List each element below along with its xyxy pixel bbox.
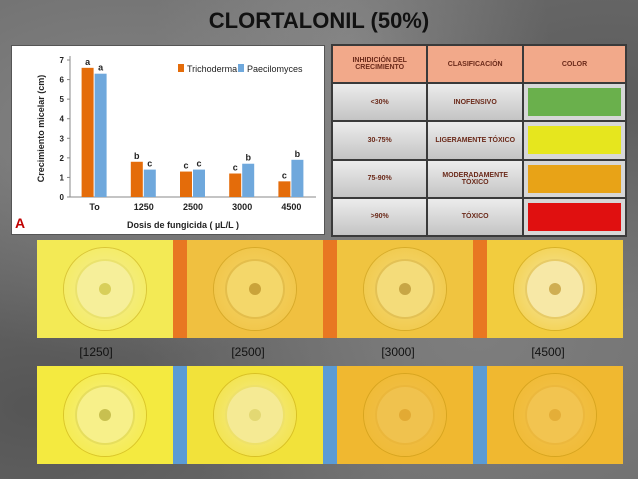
- petri-dish-photo: [487, 240, 623, 338]
- concentration-label: [3000]: [381, 345, 415, 359]
- legend-swatch-trichoderma: [178, 64, 184, 72]
- row-separator: [473, 366, 487, 464]
- legend-swatch-paecilomyces: [238, 64, 244, 72]
- bar-paecilomyces: [143, 169, 156, 197]
- significance-letter: b: [245, 153, 251, 163]
- x-tick-label: 4500: [281, 202, 301, 212]
- significance-letter: c: [147, 159, 152, 169]
- classification-label: LIGERAMENTE TÓXICO: [426, 120, 525, 161]
- bar-trichoderma: [278, 181, 291, 197]
- y-tick-label: 7: [60, 56, 65, 65]
- x-tick-label: 2500: [183, 202, 203, 212]
- x-axis-label: Dosis de fungicida ( µL/L ): [127, 220, 239, 230]
- inoculum-point: [99, 283, 111, 295]
- inhibition-range: <30%: [330, 81, 429, 123]
- inoculum-point: [99, 409, 111, 421]
- bar-chart-panel: 0 1 2 3 4 5 6 7 Crecimiento micelar (cm) Dosis de…: [11, 45, 325, 235]
- petri-dish-row-trichoderma: [37, 240, 623, 338]
- significance-letter: c: [282, 170, 287, 180]
- inoculum-point: [399, 283, 411, 295]
- color-swatch: [528, 202, 621, 231]
- inhibition-range: 75-90%: [330, 158, 429, 199]
- panel-letter: A: [15, 215, 26, 231]
- row-separator: [173, 240, 187, 338]
- bar-trichoderma: [180, 171, 192, 197]
- bar-paecilomyces: [94, 73, 107, 197]
- classification-row: >90% TÓXICO: [330, 196, 627, 238]
- petri-dish-photo: [187, 366, 323, 464]
- classification-row: <30% INOFENSIVO: [330, 81, 627, 123]
- classification-table: INHIDICIÓN DEL CRECIMIENTO CLASIFICACIÓN…: [330, 44, 627, 238]
- inoculum-point: [549, 283, 561, 295]
- significance-letter: b: [295, 149, 301, 159]
- row-separator: [473, 240, 487, 338]
- petri-dish-photo: [337, 240, 473, 338]
- inhibition-range: >90%: [330, 196, 429, 238]
- significance-letter: b: [134, 151, 140, 161]
- petri-dish-row-paecilomyces: [37, 366, 623, 464]
- significance-letter: c: [233, 163, 238, 173]
- petri-dish-photo: [187, 240, 323, 338]
- bar-trichoderma: [81, 67, 94, 197]
- significance-letter: c: [196, 159, 201, 169]
- y-tick-label: 2: [60, 154, 65, 163]
- bar-paecilomyces: [291, 159, 304, 197]
- petri-dish-photo: [337, 366, 473, 464]
- inoculum-point: [549, 409, 561, 421]
- bar-chart: 0 1 2 3 4 5 6 7 Crecimiento micelar (cm) Dosis de…: [36, 56, 316, 230]
- row-separator: [323, 240, 337, 338]
- inhibition-range: 30-75%: [330, 120, 429, 161]
- concentration-label: [4500]: [531, 345, 565, 359]
- x-tick-label: 1250: [134, 202, 154, 212]
- header-classification: CLASIFICACIÓN: [426, 44, 525, 84]
- classification-row: 75-90% MODERADAMENTE TÓXICO: [330, 158, 627, 199]
- classification-label: INOFENSIVO: [426, 81, 525, 123]
- significance-letter: a: [98, 63, 104, 73]
- header-color: COLOR: [522, 44, 627, 84]
- slide-title: CLORTALONIL (50%): [208, 8, 430, 33]
- row-separator: [323, 366, 337, 464]
- petri-dish-photo: [37, 240, 173, 338]
- color-swatch: [528, 126, 621, 155]
- classification-label: MODERADAMENTE TÓXICO: [426, 158, 525, 199]
- bar-paecilomyces: [193, 169, 205, 197]
- x-tick-label: To: [89, 202, 100, 212]
- significance-letter: a: [85, 57, 91, 67]
- inoculum-point: [249, 409, 261, 421]
- y-tick-label: 4: [60, 115, 65, 124]
- inoculum-point: [249, 283, 261, 295]
- petri-dish-photo: [487, 366, 623, 464]
- classification-header-row: INHIDICIÓN DEL CRECIMIENTO CLASIFICACIÓN…: [330, 44, 627, 84]
- y-tick-label: 1: [60, 173, 65, 182]
- inoculum-point: [399, 409, 411, 421]
- classification-label: TÓXICO: [426, 196, 525, 238]
- legend-label: Trichoderma: [187, 64, 237, 74]
- bar-trichoderma: [229, 173, 242, 197]
- y-tick-label: 0: [60, 193, 65, 202]
- row-separator: [173, 366, 187, 464]
- petri-dish-photo: [37, 366, 173, 464]
- color-swatch: [528, 88, 621, 117]
- y-axis-label: Crecimiento micelar (cm): [36, 75, 46, 183]
- y-tick-label: 5: [60, 95, 65, 104]
- concentration-label: [1250]: [79, 345, 113, 359]
- concentration-label: [2500]: [231, 345, 265, 359]
- header-inhibition: INHIDICIÓN DEL CRECIMIENTO: [330, 44, 429, 84]
- bar-paecilomyces: [242, 163, 255, 197]
- significance-letter: c: [183, 161, 188, 171]
- y-tick-label: 3: [60, 134, 65, 143]
- classification-row: 30-75% LIGERAMENTE TÓXICO: [330, 120, 627, 161]
- color-swatch: [528, 164, 621, 193]
- y-tick-label: 6: [60, 76, 65, 85]
- bar-trichoderma: [130, 161, 143, 197]
- x-tick-label: 3000: [232, 202, 252, 212]
- legend-label: Paecilomyces: [247, 64, 303, 74]
